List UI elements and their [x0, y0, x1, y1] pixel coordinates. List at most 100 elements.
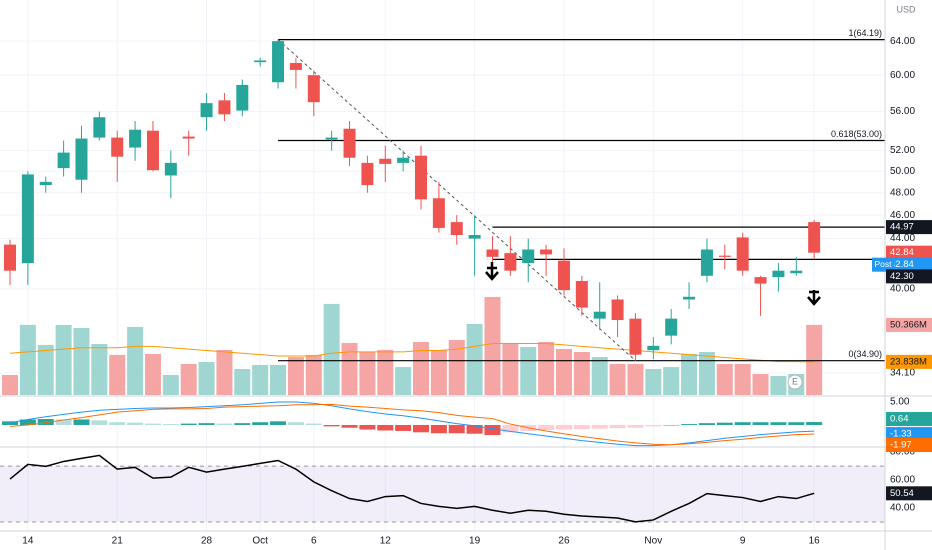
volume-bar	[752, 373, 769, 395]
y-tick-label: 40.00	[890, 283, 915, 294]
macd-histogram-bar	[591, 424, 608, 429]
candle-body	[236, 84, 249, 111]
x-tick-label: Oct	[252, 536, 268, 547]
candle-body	[736, 237, 749, 271]
candle-body	[289, 63, 302, 70]
volume-bar	[698, 352, 715, 395]
candle-body	[218, 100, 231, 115]
fib-label: 1(64.19)	[848, 28, 882, 38]
down-arrow	[807, 290, 821, 306]
candle-body	[39, 181, 52, 186]
x-tick-label: 9	[740, 536, 746, 547]
trend-line	[277, 39, 636, 362]
macd-histogram-bar	[770, 422, 787, 425]
candle-body	[790, 270, 803, 274]
rsi-tick-label: 60.00	[890, 475, 915, 486]
macd-histogram-bar	[377, 424, 394, 431]
candle-body	[57, 152, 70, 169]
earnings-label[interactable]: E	[792, 376, 798, 386]
rsi-badge-bg	[886, 486, 932, 501]
volume-bar	[538, 342, 555, 395]
volume-bar	[502, 343, 519, 395]
volume-bar	[109, 354, 126, 395]
x-tick-label: 12	[380, 536, 392, 547]
volume-bar	[305, 354, 322, 395]
level-badge: 44.97	[890, 222, 914, 233]
macd-badge-bg	[886, 427, 932, 442]
volume-bar	[555, 348, 572, 395]
y-tick-label: 56.00	[890, 106, 915, 117]
volume-bar	[270, 364, 287, 395]
x-tick-label: 16	[809, 536, 821, 547]
volume-bar	[323, 303, 340, 395]
signal-badge: -1.97	[890, 440, 912, 451]
post-price-badge-bg	[886, 257, 932, 272]
candle-body	[486, 249, 499, 257]
macd-histogram-bar	[627, 424, 644, 428]
macd-histogram-bar	[305, 423, 322, 425]
volume-ma-badge: 23.838M	[890, 356, 927, 367]
candle-body	[254, 60, 267, 63]
volume-bar	[466, 323, 483, 395]
macd-histogram-bar	[287, 422, 304, 425]
signal-badge-bg	[886, 438, 932, 453]
candle-body	[665, 318, 678, 336]
macd-histogram-bar	[716, 422, 733, 425]
level-badge-bg	[886, 220, 932, 235]
volume-bar	[573, 352, 590, 395]
volume-bar	[144, 353, 161, 395]
fib-label: 0.618(53.00)	[831, 129, 882, 139]
down-arrow	[485, 262, 499, 281]
volume-bar	[395, 367, 412, 395]
macd-histogram-bar	[73, 419, 90, 425]
candle-body	[647, 345, 660, 351]
macd-histogram-bar	[609, 424, 626, 429]
volume-bar	[591, 357, 608, 395]
fib-label: 0(34.90)	[848, 349, 882, 359]
macd-histogram-bar	[234, 423, 251, 425]
macd-histogram-bar	[502, 424, 519, 433]
candle-body	[468, 235, 481, 239]
candle-body	[325, 137, 338, 140]
candle-body	[397, 157, 410, 163]
volume-bar	[127, 326, 144, 395]
candle-body	[4, 244, 16, 271]
candle-body	[808, 222, 821, 253]
macd-histogram-bar	[37, 419, 54, 425]
macd-histogram-bar	[2, 421, 18, 425]
volume-bar	[180, 363, 197, 395]
volume-bar	[198, 362, 215, 395]
x-tick-label: 28	[201, 536, 213, 547]
x-tick-label: 6	[311, 536, 317, 547]
rsi-line	[9, 454, 815, 523]
candle-body	[343, 128, 356, 158]
volume-bar	[359, 352, 376, 395]
volume-bar	[806, 324, 823, 395]
macd-histogram-bar	[91, 420, 108, 425]
candle-body	[772, 270, 785, 278]
candle-body	[522, 249, 535, 264]
macd-histogram-bar	[19, 419, 36, 425]
candle-body	[593, 311, 606, 319]
x-tick-label: 14	[22, 536, 34, 547]
volume-bar	[430, 349, 447, 395]
volume-bar	[377, 349, 394, 395]
volume-bar	[663, 367, 680, 395]
macd-histogram-bar	[681, 424, 698, 425]
y-tick-label: 34.10	[890, 368, 915, 379]
candle-body	[629, 318, 642, 355]
volume-bar	[37, 344, 54, 395]
macd-histogram-bar	[484, 424, 501, 436]
earnings-icon[interactable]	[787, 374, 803, 390]
macd-histogram-bar	[698, 423, 715, 425]
macd-badge: -1.33	[890, 429, 912, 440]
volume-bar	[91, 343, 108, 395]
x-tick-label: 26	[558, 536, 570, 547]
price-badge-bg	[886, 245, 932, 260]
macd-histogram-bar	[734, 422, 751, 425]
volume-bar	[287, 357, 304, 395]
macd-histogram-bar	[359, 424, 376, 430]
candle-body	[21, 174, 34, 264]
